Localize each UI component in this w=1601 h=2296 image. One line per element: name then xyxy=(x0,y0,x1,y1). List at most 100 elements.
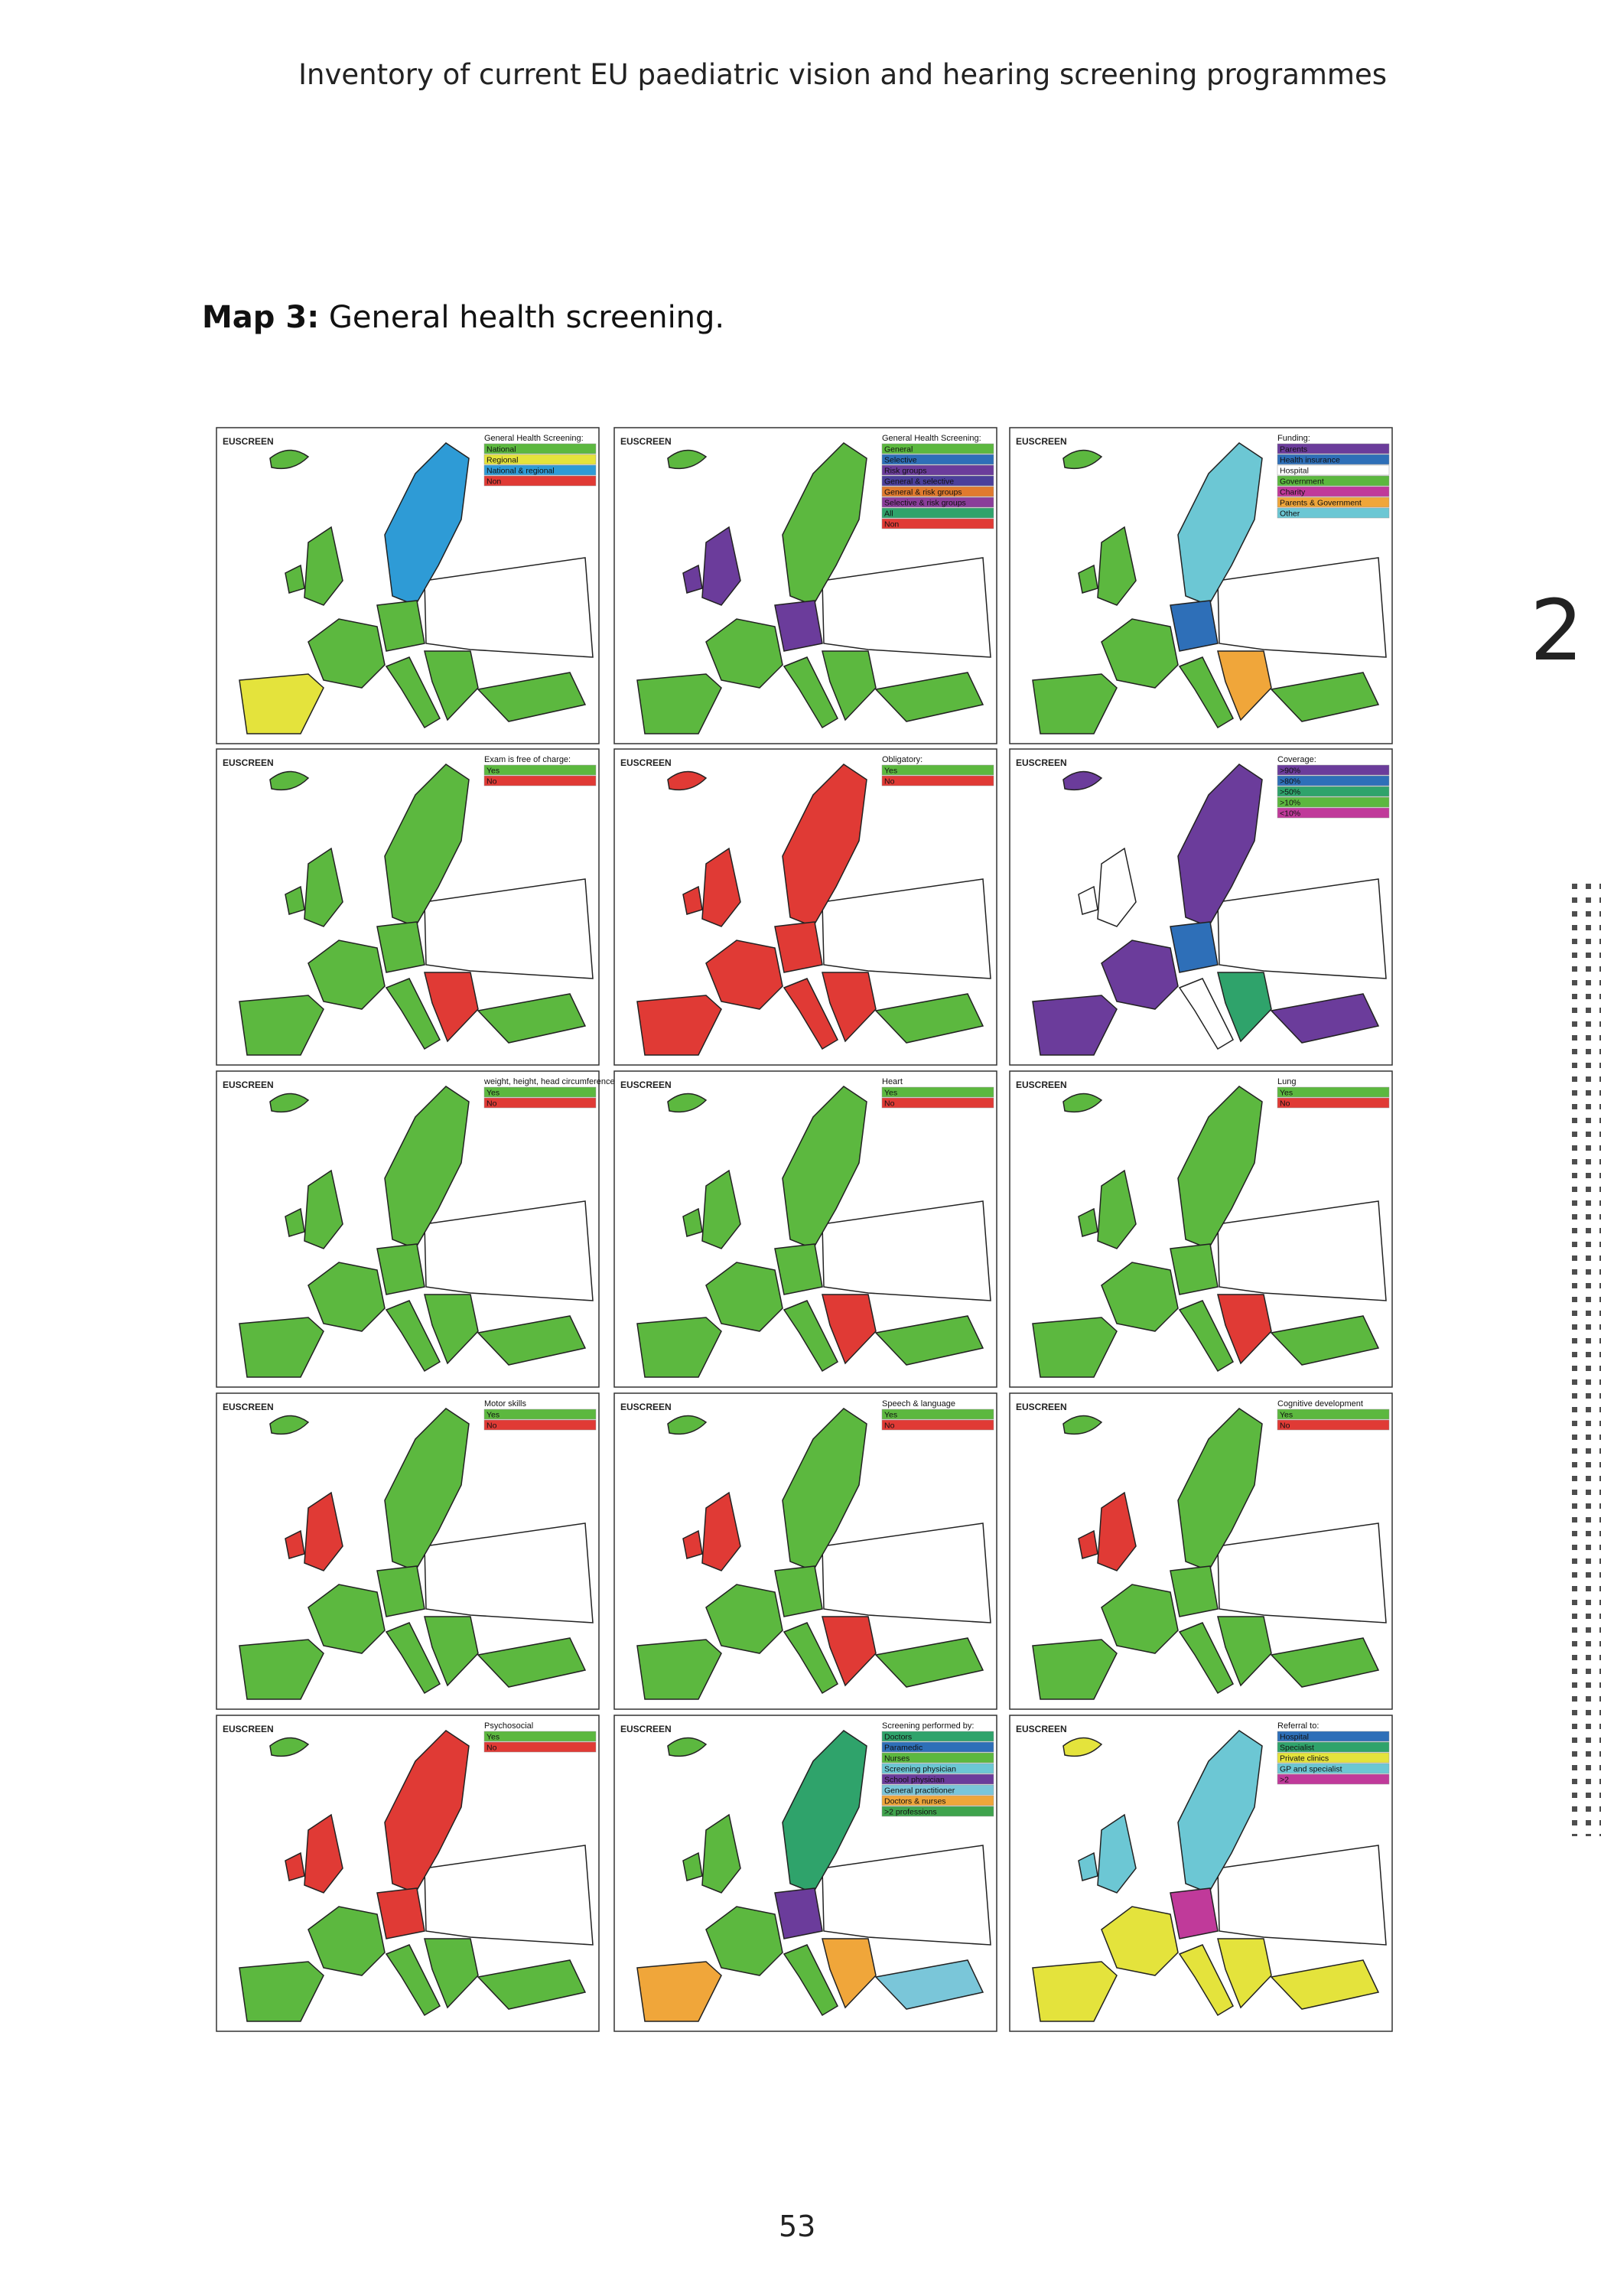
legend-title: Lung xyxy=(1277,1077,1296,1086)
map-panel: EUSCREEN weight, height, head circumferen… xyxy=(216,1070,615,1388)
country-shape xyxy=(376,1887,425,1939)
legend-swatch xyxy=(881,1763,994,1774)
legend-label: Doctors & nurses xyxy=(884,1797,946,1806)
country-shape xyxy=(424,972,479,1043)
legend-swatch xyxy=(483,1741,597,1753)
country-shape xyxy=(376,600,425,652)
country-shape xyxy=(783,978,838,1050)
legend-swatch xyxy=(881,1419,994,1431)
legend-swatch xyxy=(1277,786,1390,797)
country-shape xyxy=(1062,1415,1103,1435)
legend-title: General Health Screening: xyxy=(484,434,584,443)
country-shape xyxy=(1032,1639,1118,1700)
country-shape xyxy=(1177,442,1263,606)
country-shape xyxy=(269,770,310,791)
country-shape xyxy=(1078,564,1098,594)
country-shape xyxy=(774,921,823,973)
legend-swatch xyxy=(1277,1752,1390,1764)
country-shape xyxy=(424,1616,479,1687)
logo-text: EUSCREEN xyxy=(620,1724,672,1734)
country-shape xyxy=(1101,940,1179,1010)
legend-swatch xyxy=(881,486,994,497)
country-shape xyxy=(269,1415,310,1435)
country-shape xyxy=(285,564,305,594)
country-shape xyxy=(1217,972,1272,1043)
legend-swatch xyxy=(1277,475,1390,487)
country-shape xyxy=(1062,1093,1103,1113)
country-shape xyxy=(424,1294,479,1365)
country-shape xyxy=(874,1315,984,1366)
country-shape xyxy=(874,993,984,1044)
country-shape xyxy=(1178,1622,1234,1695)
legend-title: Psychosocial xyxy=(484,1721,533,1731)
logo-text: EUSCREEN xyxy=(1016,1724,1067,1734)
country-shape xyxy=(385,1622,441,1695)
legend-label: Selective & risk groups xyxy=(884,499,966,508)
country-shape xyxy=(308,618,386,689)
country-shape xyxy=(239,1317,324,1378)
legend-label: Yes xyxy=(1280,1411,1293,1420)
legend-label: No xyxy=(486,777,497,787)
country-shape xyxy=(1217,1294,1272,1365)
chapter-number: 2 xyxy=(1530,581,1583,679)
legend-label: Yes xyxy=(486,1411,499,1420)
country-shape xyxy=(705,618,783,689)
legend-label: General & risk groups xyxy=(884,488,962,497)
country-shape xyxy=(1062,449,1103,470)
legend-label: Doctors xyxy=(884,1733,912,1742)
logo-text: EUSCREEN xyxy=(223,1080,274,1090)
country-shape xyxy=(874,1959,984,2010)
logo-text: EUSCREEN xyxy=(1016,1080,1067,1090)
country-shape xyxy=(1177,1730,1263,1894)
legend-label: Hospital xyxy=(1280,1733,1309,1742)
legend-swatch xyxy=(1277,1763,1390,1774)
country-shape xyxy=(1170,600,1219,652)
legend-swatch xyxy=(483,454,597,465)
country-shape xyxy=(1032,1961,1118,2022)
legend-swatch xyxy=(881,1784,994,1796)
legend-swatch xyxy=(483,764,597,776)
legend-swatch xyxy=(881,475,994,487)
country-shape xyxy=(308,1906,386,1976)
country-shape xyxy=(874,672,984,722)
legend-swatch xyxy=(1277,454,1390,465)
country-shape xyxy=(1178,978,1234,1050)
legend-label: Yes xyxy=(486,767,499,776)
legend-swatch xyxy=(881,518,994,529)
legend-swatch xyxy=(881,1773,994,1785)
legend-label: No xyxy=(884,777,895,787)
country-shape xyxy=(385,656,441,729)
legend-swatch xyxy=(1277,1773,1390,1785)
legend-label: General xyxy=(884,445,913,454)
logo-text: EUSCREEN xyxy=(1016,436,1067,447)
legend-swatch xyxy=(1277,1419,1390,1431)
legend-label: Selective xyxy=(884,456,917,465)
legend-label: All xyxy=(884,510,893,519)
legend-swatch xyxy=(483,1731,597,1742)
country-shape xyxy=(701,1813,741,1894)
country-shape xyxy=(304,1169,343,1249)
map-panel: EUSCREEN Funding: Parents Health insurance H… xyxy=(1009,427,1393,744)
country-shape xyxy=(376,921,425,973)
figure-caption: Map 3: General health screening. xyxy=(202,300,724,335)
legend-swatch xyxy=(483,475,597,487)
country-shape xyxy=(667,770,708,791)
country-shape xyxy=(285,1207,305,1237)
legend-swatch xyxy=(881,1097,994,1109)
legend-swatch xyxy=(881,443,994,454)
legend-swatch xyxy=(881,1795,994,1806)
country-shape xyxy=(1097,847,1137,927)
legend-label: >90% xyxy=(1280,767,1300,776)
country-shape xyxy=(1062,1737,1103,1757)
country-shape xyxy=(308,940,386,1010)
country-shape xyxy=(269,1737,310,1757)
country-shape xyxy=(1078,1529,1098,1559)
country-shape xyxy=(783,1944,838,2017)
country-shape xyxy=(424,1845,594,1946)
country-shape xyxy=(701,1491,741,1571)
country-shape xyxy=(477,1315,587,1366)
legend-label: Parents xyxy=(1280,445,1307,454)
legend-label: Regional xyxy=(486,456,518,465)
